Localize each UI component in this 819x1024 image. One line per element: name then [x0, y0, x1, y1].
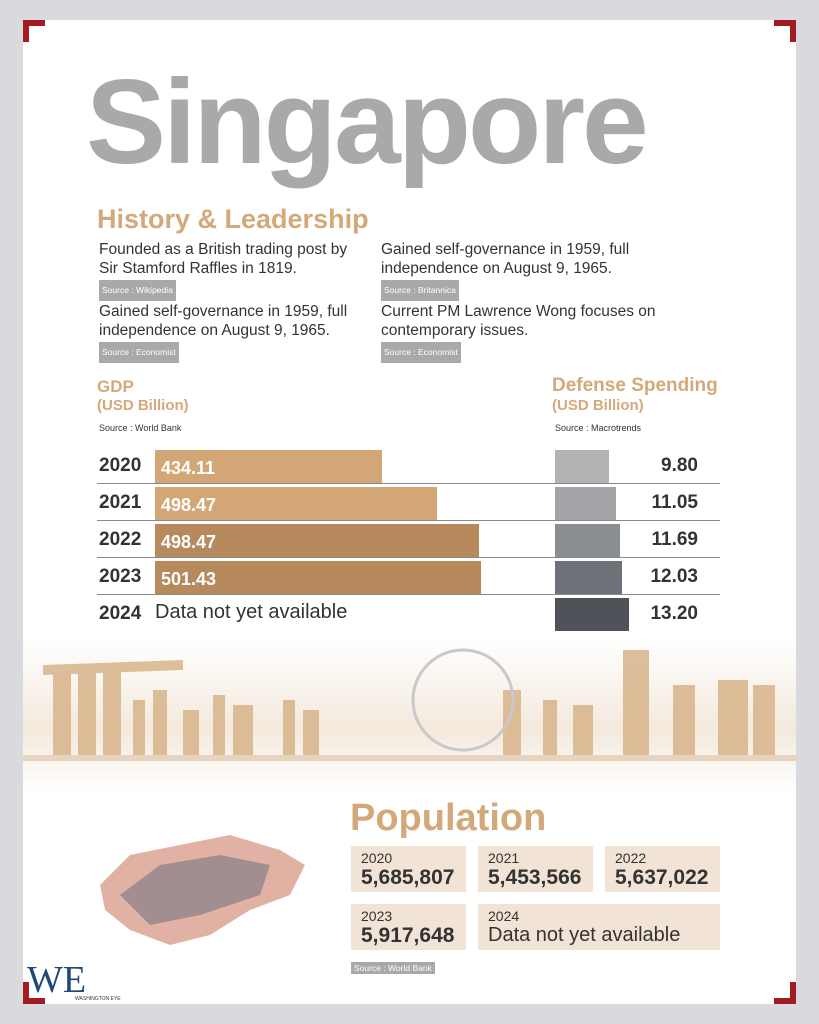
history-item: Founded as a British trading post by Sir… [99, 240, 359, 301]
chart-row: 2022 498.47 11.69 [97, 521, 720, 558]
defense-bar [555, 598, 629, 631]
defense-heading: Defense Spending [552, 375, 718, 396]
defense-source: Source : Macrotrends [555, 423, 642, 433]
logo: WE WASHINGTON EYE [27, 959, 121, 1002]
history-item: Gained self-governance in 1959, full ind… [99, 302, 374, 363]
gdp-na: Data not yet available [155, 601, 348, 623]
chart-row: 2023 501.43 12.03 [97, 558, 720, 595]
population-card: 2023 5,917,648 [351, 904, 466, 950]
defense-unit: (USD Billion) [552, 397, 644, 414]
population-card: 2021 5,453,566 [478, 846, 593, 892]
gdp-unit: (USD Billion) [97, 397, 189, 414]
gdp-source: Source : World Bank [99, 423, 182, 433]
page-title: Singapore [86, 55, 649, 189]
gdp-bar: 498.47 [155, 524, 479, 557]
corner-mark [774, 982, 796, 1004]
population-card: 2022 5,637,022 [605, 846, 720, 892]
gdp-heading: GDP [97, 377, 134, 396]
history-item: Gained self-governance in 1959, full ind… [381, 240, 656, 301]
defense-bar [555, 487, 616, 520]
population-heading: Population [350, 797, 547, 839]
chart-row: 2021 498.47 11.05 [97, 484, 720, 521]
gdp-bar: 498.47 [155, 487, 437, 520]
defense-bar [555, 524, 620, 557]
gdp-bar: 501.43 [155, 561, 481, 594]
population-source: Source : World Bank [351, 962, 435, 974]
population-card: 2024 Data not yet available [478, 904, 720, 950]
corner-mark [23, 20, 45, 42]
population-card: 2020 5,685,807 [351, 846, 466, 892]
corner-mark [774, 20, 796, 42]
skyline-image [23, 640, 796, 790]
chart-row: 2020 434.11 9.80 [97, 447, 720, 484]
population-map-image [90, 815, 340, 975]
chart-row: 2024 Data not yet available 13.20 [97, 595, 720, 632]
corner-mark [23, 982, 45, 1004]
defense-bar [555, 450, 609, 483]
history-item: Current PM Lawrence Wong focuses on cont… [381, 302, 656, 363]
history-heading: History & Leadership [97, 204, 369, 234]
defense-bar [555, 561, 622, 594]
gdp-bar: 434.11 [155, 450, 382, 483]
